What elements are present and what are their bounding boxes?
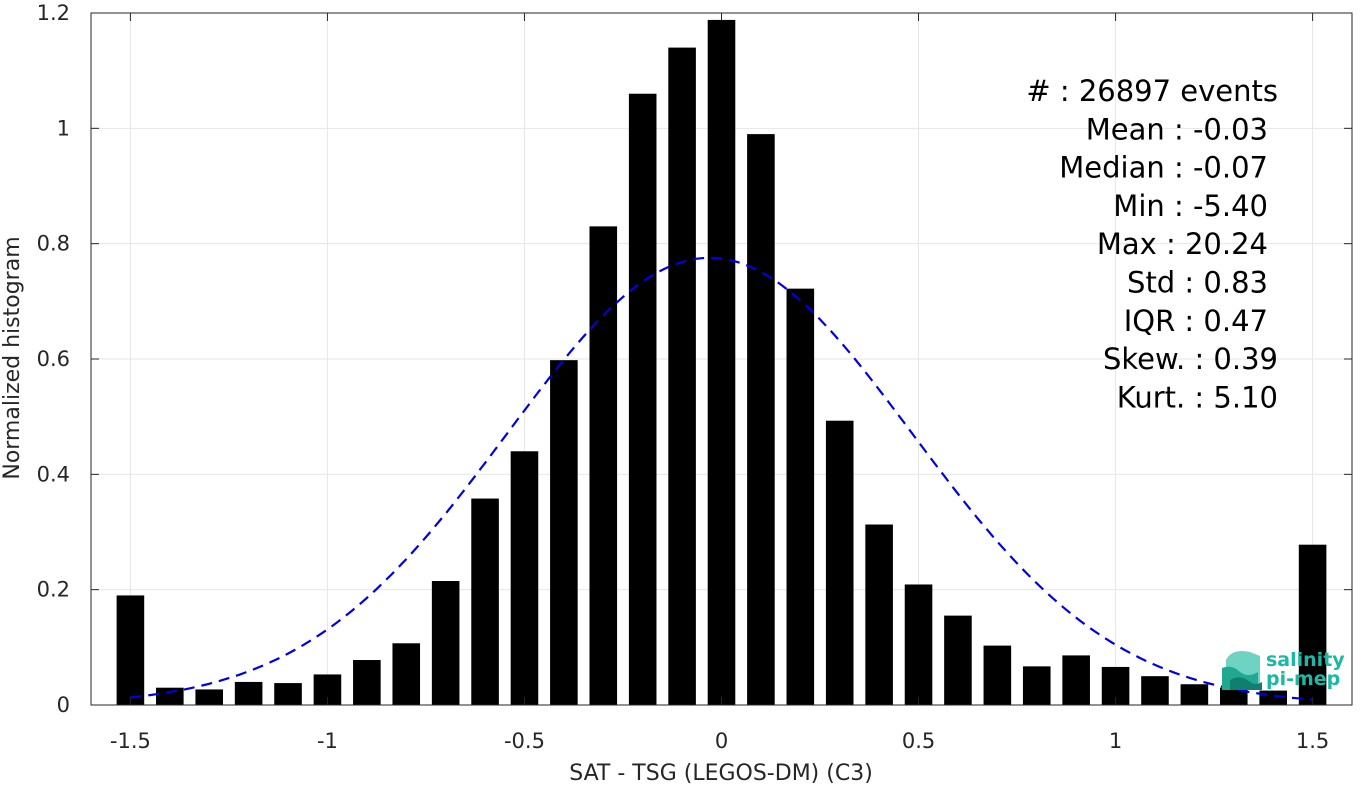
x-tick-label: -1	[317, 729, 338, 753]
x-tick-label: 1	[1109, 729, 1122, 753]
stat-line: Std : 0.83	[1127, 266, 1268, 300]
stat-line: Max : 20.24	[1097, 227, 1268, 261]
stat-line: Min : -5.40	[1113, 189, 1268, 223]
histogram-bar	[707, 19, 736, 706]
stat-line: Mean : -0.03	[1086, 112, 1268, 146]
x-tick-label: 0	[715, 729, 728, 753]
histogram-bar	[628, 93, 657, 705]
histogram-bar	[865, 524, 893, 705]
histogram-bar	[1062, 655, 1090, 705]
logo-line-1: salinity	[1266, 649, 1345, 671]
histogram-bar	[747, 134, 775, 706]
y-tick-label: 1.2	[37, 1, 70, 25]
x-tick-label: 0.5	[902, 729, 935, 753]
stat-line: Kurt. : 5.10	[1117, 380, 1278, 414]
histogram-bar	[471, 498, 499, 705]
histogram-bar	[1298, 544, 1327, 705]
histogram-bar	[786, 288, 815, 705]
statistics-box: # : 26897 events Mean : -0.03 Median : -0.…	[1026, 74, 1278, 414]
histogram-bar	[1022, 666, 1051, 705]
histogram-bar	[668, 47, 696, 706]
y-tick-label: 0.6	[37, 347, 70, 371]
histogram-bar	[431, 581, 460, 705]
histogram-bar	[195, 689, 224, 705]
histogram-bar	[944, 615, 972, 705]
histogram-bar	[983, 645, 1012, 705]
y-axis-label: Normalized histogram	[0, 236, 25, 479]
histogram-bar	[392, 643, 421, 705]
histogram-bar	[274, 683, 302, 705]
stat-line: Median : -0.07	[1059, 151, 1268, 185]
histogram-bars	[116, 19, 1327, 706]
y-tick-label: 0	[57, 693, 70, 717]
logo-line-2: pi-mep	[1266, 668, 1340, 690]
histogram-bar	[904, 584, 933, 705]
x-tick-label: -1.5	[110, 729, 151, 753]
histogram-bar	[825, 420, 854, 705]
x-tick-labels: -1.5 -1 -0.5 0 0.5 1 1.5	[110, 729, 1329, 753]
y-tick-label: 0.4	[37, 462, 70, 486]
axis-ticks	[91, 12, 1352, 706]
histogram-bar	[510, 451, 539, 705]
histogram-bar	[156, 687, 184, 705]
x-tick-label: 1.5	[1296, 729, 1329, 753]
stat-line: Skew. : 0.39	[1103, 342, 1278, 376]
histogram-bar	[589, 226, 618, 705]
stat-line: IQR : 0.47	[1124, 304, 1268, 338]
y-tick-label: 1	[57, 116, 70, 140]
histogram-bar	[116, 595, 145, 705]
histogram-bar	[234, 681, 263, 705]
histogram-bar	[1180, 684, 1209, 705]
y-tick-label: 0.8	[37, 232, 70, 256]
normal-fit-curve	[130, 256, 1313, 701]
salinity-pi-mep-logo: salinity pi-mep	[1222, 649, 1345, 690]
y-tick-labels: 0 0.2 0.4 0.6 0.8 1 1.2	[37, 1, 70, 717]
y-tick-label: 0.2	[37, 578, 70, 602]
histogram-bar	[353, 660, 381, 705]
x-tick-label: -0.5	[504, 729, 545, 753]
stat-line: # : 26897 events	[1026, 74, 1278, 108]
histogram-bar	[1219, 687, 1248, 705]
x-axis-label: SAT - TSG (LEGOS-DM) (C3)	[569, 761, 873, 785]
wave-logo-icon	[1222, 651, 1262, 690]
histogram-bar	[1141, 676, 1169, 705]
histogram-bar	[550, 360, 578, 705]
